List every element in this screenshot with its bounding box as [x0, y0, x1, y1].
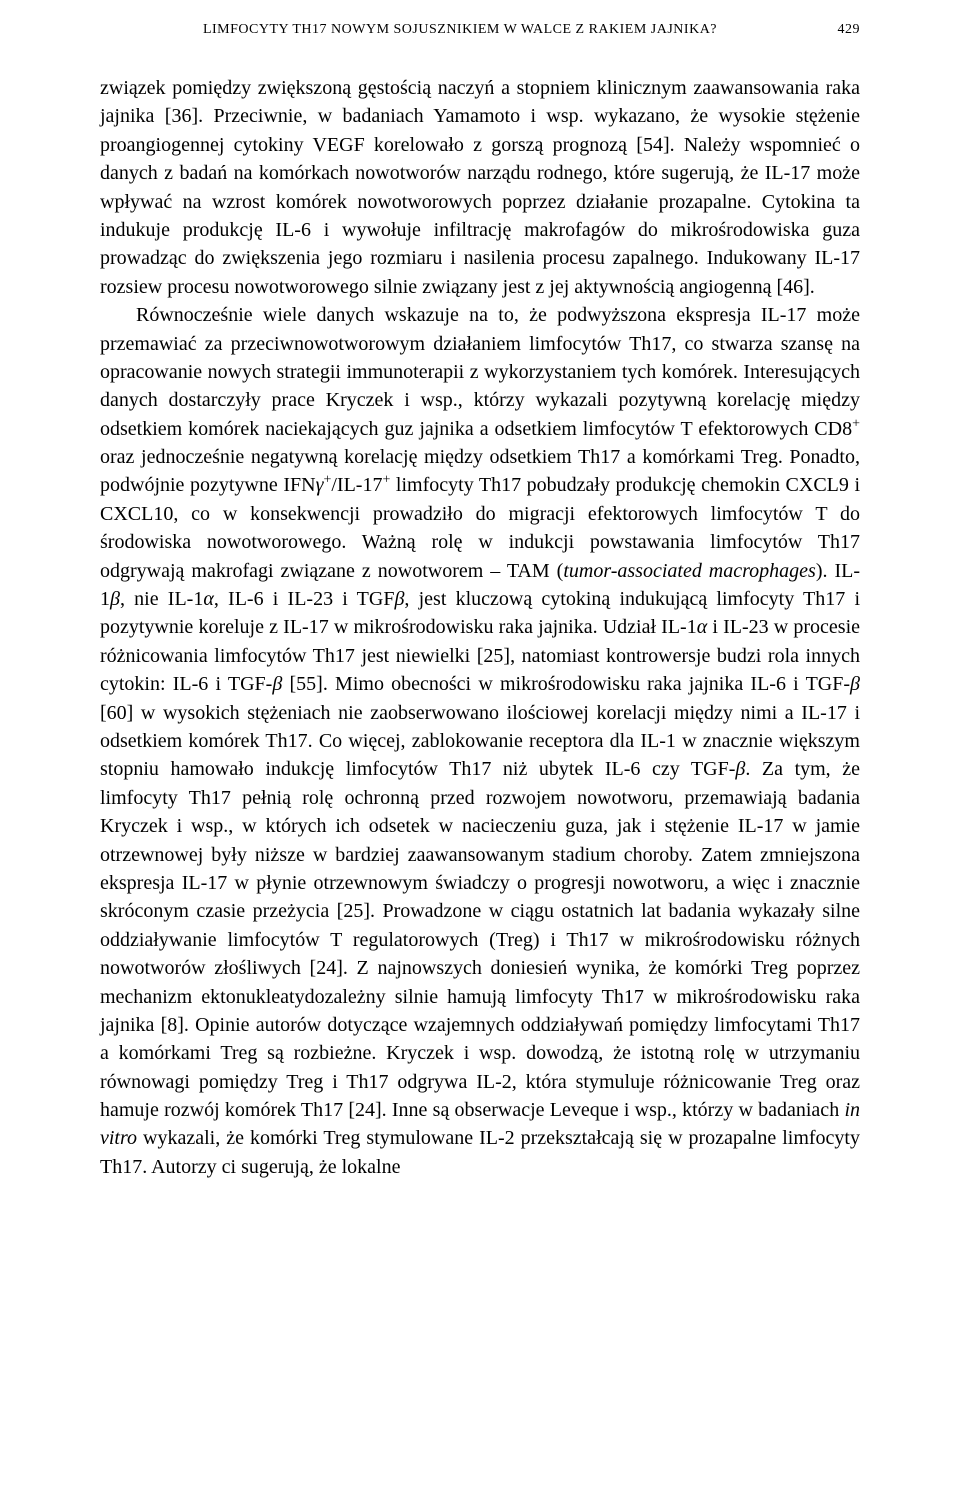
- il1-beta-1: β: [110, 588, 120, 610]
- tgf-beta-1: β: [394, 588, 404, 610]
- p2-m: . Za tym, że limfocyty Th17 pełnią rolę …: [100, 758, 860, 1121]
- p2-h: , IL-6 i IL-23 i TGF: [214, 588, 395, 610]
- il1-alpha-2: α: [697, 616, 708, 638]
- tgf-beta-2: β: [272, 673, 282, 695]
- page-number: 429: [820, 22, 860, 38]
- running-title: LIMFOCYTY TH17 NOWYM SOJUSZNIKIEM W WALC…: [100, 22, 820, 38]
- running-header: LIMFOCYTY TH17 NOWYM SOJUSZNIKIEM W WALC…: [100, 22, 860, 38]
- paragraph-2: Równocześnie wiele danych wskazuje na to…: [100, 301, 860, 1181]
- p2-a: Równocześnie wiele danych wskazuje na to…: [100, 304, 860, 440]
- p2-k: [55]. Mimo obecności w mikrośrodowisku r…: [282, 673, 850, 695]
- p2-c: /IL-17: [331, 474, 382, 496]
- tgf-beta-4: β: [735, 758, 745, 780]
- tam-italic: tumor-associated macrophages: [563, 560, 815, 582]
- cd8-plus-sup: +: [852, 416, 860, 431]
- p2-g: , nie IL-1: [120, 588, 203, 610]
- para1-text: związek pomiędzy zwiększoną gęstością na…: [100, 77, 860, 298]
- p2-o: wykazali, że komórki Treg stymulowane IL…: [100, 1127, 860, 1177]
- paragraph-1: związek pomiędzy zwiększoną gęstością na…: [100, 74, 860, 301]
- page: LIMFOCYTY TH17 NOWYM SOJUSZNIKIEM W WALC…: [0, 0, 960, 1504]
- body-text: związek pomiędzy zwiększoną gęstością na…: [100, 74, 860, 1181]
- tgf-beta-3: β: [850, 673, 860, 695]
- il1-alpha-1: α: [203, 588, 214, 610]
